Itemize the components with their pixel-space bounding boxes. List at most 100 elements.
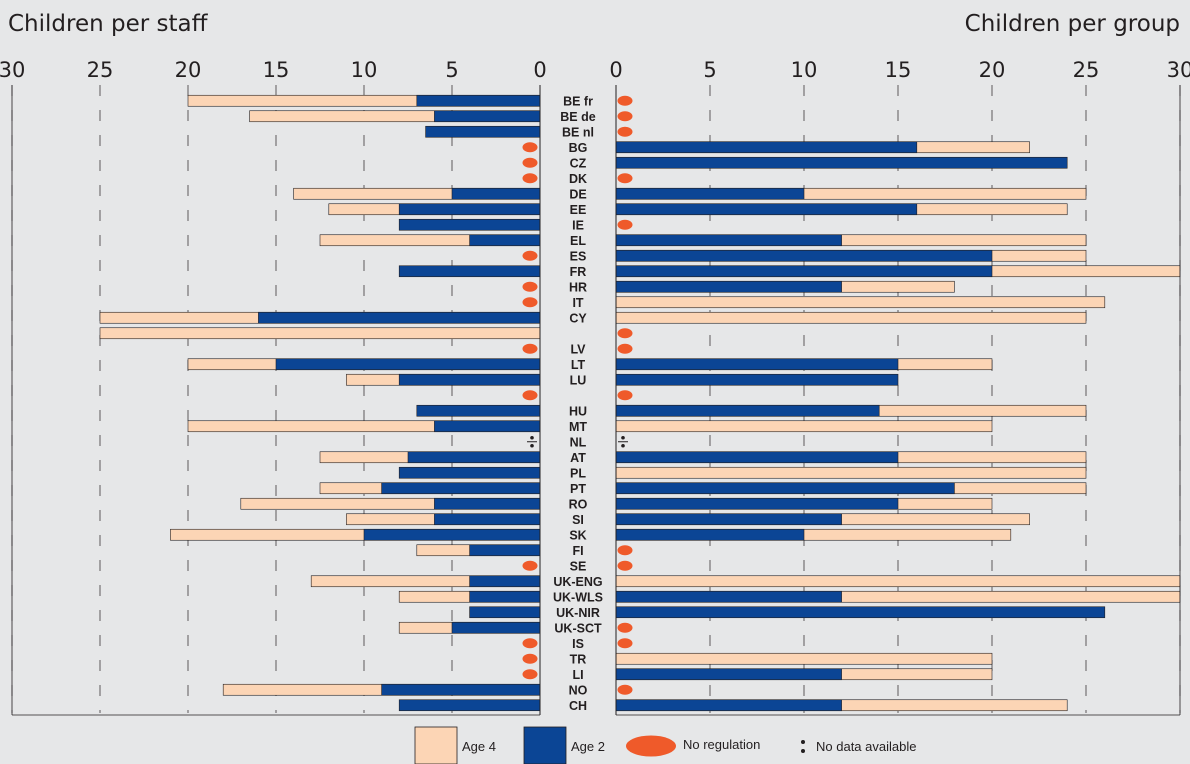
country-label: EE: [570, 203, 587, 217]
staff-no-regulation-marker: [522, 281, 538, 292]
group-age4-bar: [615, 575, 1181, 588]
group-age2-bar: [615, 590, 842, 603]
country-label: BG: [569, 141, 588, 155]
group-age2-bar: [615, 451, 899, 464]
country-label: LI: [572, 668, 583, 682]
no-data-dot: [621, 443, 625, 448]
staff-age2-bar: [416, 94, 541, 107]
group-age2-bar: [615, 606, 1106, 619]
country-label: BE nl: [562, 125, 594, 139]
staff-no-regulation-marker: [522, 560, 538, 571]
staff-no-data-marker: [527, 435, 537, 448]
staff-age2-bar: [407, 451, 541, 464]
no-data-dot: [530, 443, 534, 448]
left-tick-label: 25: [87, 58, 114, 82]
staff-age2-bar: [451, 187, 541, 200]
group-age4-bar: [615, 311, 1087, 324]
country-label: DK: [569, 172, 587, 186]
country-label: TR: [570, 652, 587, 666]
staff-age2-bar: [469, 234, 541, 247]
legend: Age 4 Age 2 No regulation No data availa…: [414, 726, 916, 764]
group-no-regulation-marker: [617, 390, 633, 401]
group-no-regulation-marker: [617, 343, 633, 354]
group-age2-bar: [615, 404, 880, 417]
group-no-regulation-marker: [617, 126, 633, 137]
staff-no-regulation-marker: [522, 638, 538, 649]
right-tick-label: 10: [791, 58, 818, 82]
legend-nodata-label: No data available: [816, 739, 916, 754]
group-age2-bar: [615, 699, 842, 712]
staff-age2-bar: [469, 590, 541, 603]
staff-age2-bar: [398, 699, 541, 712]
group-age2-bar: [615, 234, 842, 247]
staff-age2-bar: [398, 466, 541, 479]
group-age2-bar: [615, 513, 842, 526]
right-tick-label: 15: [885, 58, 912, 82]
group-age2-bar: [615, 358, 899, 371]
staff-age2-bar: [434, 513, 541, 526]
staff-no-regulation-marker: [522, 142, 538, 153]
staff-age2-bar: [398, 218, 541, 231]
staff-age2-bar: [381, 482, 541, 495]
country-label: AT: [570, 451, 586, 465]
staff-age2-bar: [434, 110, 541, 123]
right-tick-label: 20: [979, 58, 1006, 82]
group-age2-bar: [615, 249, 993, 262]
group-age2-bar: [615, 482, 955, 495]
group-no-regulation-marker: [617, 560, 633, 571]
group-no-regulation-marker: [617, 173, 633, 184]
group-no-regulation-marker: [617, 684, 633, 695]
country-label: UK-ENG: [553, 575, 602, 589]
staff-age2-bar: [469, 575, 541, 588]
right-tick-label: 0: [609, 58, 622, 82]
country-label: CZ: [570, 156, 587, 170]
group-age2-bar: [615, 373, 899, 386]
group-age2-bar: [615, 528, 805, 541]
country-label: CH: [569, 699, 587, 713]
staff-no-regulation-marker: [522, 343, 538, 354]
legend-age4-label: Age 4: [462, 739, 496, 754]
country-label: UK-SCT: [554, 621, 602, 635]
left-axis-ticks: 30 25 20 15 10 5 0: [0, 58, 547, 82]
bars: [99, 94, 1181, 712]
left-tick-label: 30: [0, 58, 25, 82]
legend-noreg-marker: [626, 735, 676, 757]
group-age2-bar: [615, 668, 842, 681]
group-age4-bar: [615, 420, 993, 433]
group-no-regulation-marker: [617, 111, 633, 122]
staff-age2-bar: [363, 528, 541, 541]
staff-no-regulation-marker: [522, 390, 538, 401]
staff-age2-bar: [451, 621, 541, 634]
group-no-regulation-marker: [617, 95, 633, 106]
no-data-dot: [621, 435, 625, 440]
country-label: UK-WLS: [553, 590, 603, 604]
staff-no-regulation-marker: [522, 173, 538, 184]
group-age2-bar: [615, 203, 918, 216]
group-age2-bar: [615, 497, 899, 510]
staff-no-regulation-marker: [522, 250, 538, 261]
country-label: UK-NIR: [556, 606, 600, 620]
country-label: LU: [570, 373, 587, 387]
country-label: IS: [572, 637, 584, 651]
staff-age2-bar: [258, 311, 541, 324]
right-panel-title: Children per group: [965, 11, 1180, 37]
staff-age2-bar: [275, 358, 541, 371]
staff-age2-bar: [434, 420, 541, 433]
country-label: SE: [570, 559, 587, 573]
left-tick-label: 10: [351, 58, 378, 82]
staff-no-regulation-marker: [522, 669, 538, 680]
country-label: SI: [572, 513, 584, 527]
left-tick-label: 20: [175, 58, 202, 82]
no-data-dot: [530, 435, 534, 440]
staff-age2-bar: [425, 125, 541, 138]
left-panel-title: Children per staff: [8, 11, 209, 37]
country-label: MT: [569, 420, 587, 434]
right-tick-label: 25: [1073, 58, 1100, 82]
staff-age2-bar: [398, 265, 541, 278]
country-label: PT: [570, 482, 586, 496]
group-age2-bar: [615, 187, 805, 200]
staff-age2-bar: [434, 497, 541, 510]
legend-age2-swatch: [523, 726, 567, 764]
staff-no-regulation-marker: [522, 653, 538, 664]
group-age4-bar: [615, 466, 1087, 479]
